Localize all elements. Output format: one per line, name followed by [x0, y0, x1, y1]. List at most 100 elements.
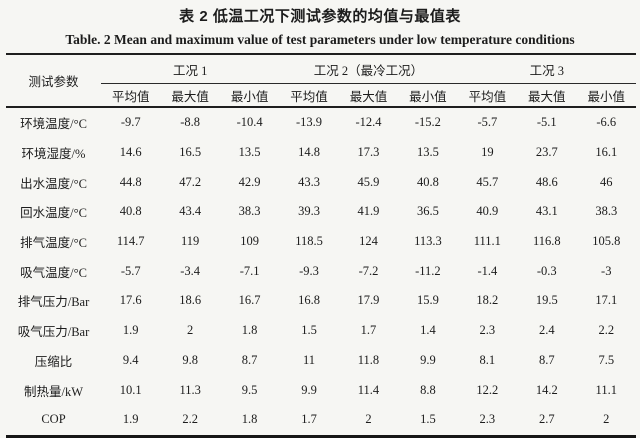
value-cell: 2.3	[479, 412, 496, 427]
value-cell: 119	[181, 234, 200, 249]
value-cell: 15.9	[416, 293, 439, 308]
table-row: 压缩比 9.4 9.8 8.7 11 11.8 9.9 8.1 8.7 7.5	[6, 346, 636, 376]
value-cell: 2.3	[479, 323, 496, 338]
value-cell: 18.6	[179, 293, 202, 308]
value-cell: 2	[365, 412, 372, 427]
value-cell: 40.8	[416, 174, 439, 189]
table-title-english: Table. 2 Mean and maximum value of test …	[65, 32, 575, 47]
value-cell: 2	[187, 323, 194, 338]
value-cell: 8.1	[479, 352, 496, 367]
table-row: 环境温度/°C -9.7 -8.8 -10.4 -13.9 -12.4 -15.2 -5.7 -…	[6, 107, 636, 138]
value-cell: 11	[303, 352, 316, 367]
value-cell: 2.4	[538, 323, 555, 338]
table-row: 吸气温度/°C -5.7 -3.4 -7.1 -9.3 -7.2 -11.2 -1.4 -0.3…	[6, 256, 636, 286]
value-cell: 114.7	[116, 234, 145, 249]
value-cell: 2	[603, 412, 610, 427]
value-cell: 19	[481, 145, 494, 160]
row-label: 压缩比	[34, 354, 73, 369]
row-label: 回水温度/°C	[20, 206, 87, 221]
group-header-row: 测试参数 工况 1 工况 2（最冷工况） 工况 3	[6, 54, 636, 108]
value-cell: 17.6	[119, 293, 142, 308]
value-cell: 43.3	[298, 174, 320, 189]
value-cell: 11.8	[357, 352, 380, 367]
subheader-min-g1: 最小值	[219, 83, 280, 108]
value-cell: 16.7	[238, 293, 261, 308]
value-cell: 11.4	[357, 382, 380, 397]
value-cell: -5.1	[536, 115, 557, 130]
value-cell: 13.5	[416, 145, 439, 160]
value-cell: 40.8	[119, 204, 142, 219]
value-cell: 7.5	[598, 352, 615, 367]
value-cell: -1.4	[477, 263, 498, 278]
group-header-condition-2: 工况 2（最冷工况）	[279, 54, 458, 84]
table-row: COP 1.9 2.2 1.8 1.7 2 1.5 2.3 2.7 2	[6, 405, 636, 436]
table-row: 吸气压力/Bar 1.9 2 1.8 1.5 1.7 1.4 2.3 2.4 2.2	[6, 316, 636, 346]
row-label: 制热量/kW	[23, 384, 84, 399]
subheader-max-g2: 最大值	[338, 83, 399, 108]
table-row: 回水温度/°C 40.8 43.4 38.3 39.3 41.9 36.5 40.9 43.1 3…	[6, 197, 636, 227]
value-cell: 1.9	[122, 323, 139, 338]
value-cell: -3	[601, 263, 612, 278]
value-cell: 9.9	[301, 382, 317, 397]
value-cell: 124	[359, 234, 378, 249]
test-parameters-table: 测试参数 工况 1 工况 2（最冷工况） 工况 3 平均值 最大值 最小值 平均值 最大…	[6, 53, 636, 438]
value-cell: 10.1	[119, 382, 142, 397]
row-label: 环境温度/°C	[20, 117, 87, 132]
value-cell: 1.4	[420, 323, 436, 338]
value-cell: 43.4	[179, 204, 202, 219]
value-cell: 1.9	[122, 412, 139, 427]
value-cell: 17.1	[595, 293, 618, 308]
value-cell: 1.8	[241, 412, 258, 427]
value-cell: 44.8	[119, 174, 142, 189]
value-cell: 39.3	[298, 204, 320, 219]
value-cell: 45.7	[476, 174, 499, 189]
table-body: 环境温度/°C -9.7 -8.8 -10.4 -13.9 -12.4 -15.2 -5.7 -…	[6, 107, 636, 436]
value-cell: -7.2	[358, 263, 379, 278]
value-cell: 43.1	[535, 204, 558, 219]
row-label: COP	[41, 412, 66, 427]
value-cell: -3.4	[180, 263, 201, 278]
row-label: 出水温度/°C	[20, 176, 87, 191]
value-cell: 8.7	[538, 352, 555, 367]
subheader-mean-g2: 平均值	[279, 83, 339, 108]
subheader-max-g1: 最大值	[160, 83, 220, 108]
subheader-max-g3: 最大值	[517, 83, 577, 108]
value-cell: -0.3	[536, 263, 557, 278]
value-cell: 14.6	[119, 145, 142, 160]
value-cell: 38.3	[595, 204, 618, 219]
value-cell: 8.7	[241, 352, 258, 367]
value-cell: 11.3	[179, 382, 201, 397]
row-label: 吸气温度/°C	[20, 265, 87, 280]
value-cell: 48.6	[535, 174, 558, 189]
value-cell: 116.8	[532, 234, 561, 249]
table-row: 环境湿度/% 14.6 16.5 13.5 14.8 17.3 13.5 19 23.7 16.1	[6, 138, 636, 168]
value-cell: -5.7	[120, 263, 141, 278]
value-cell: -6.6	[596, 115, 617, 130]
value-cell: 111.1	[473, 234, 501, 249]
value-cell: 47.2	[179, 174, 202, 189]
table-row: 排气压力/Bar 17.6 18.6 16.7 16.8 17.9 15.9 18.2 19.5…	[6, 286, 636, 316]
value-cell: 109	[240, 234, 259, 249]
value-cell: 9.5	[241, 382, 258, 397]
value-cell: 1.7	[301, 412, 317, 427]
subheader-mean-g3: 平均值	[457, 83, 518, 108]
value-cell: -9.3	[299, 263, 319, 278]
value-cell: 113.3	[414, 234, 442, 249]
value-cell: 2.2	[182, 412, 198, 427]
value-cell: 1.8	[241, 323, 258, 338]
value-cell: -13.9	[296, 115, 323, 130]
value-cell: 8.8	[420, 382, 436, 397]
value-cell: 118.5	[295, 234, 323, 249]
value-cell: 11.1	[595, 382, 617, 397]
value-cell: 14.8	[298, 145, 320, 160]
value-cell: 17.3	[357, 145, 380, 160]
value-cell: 16.8	[298, 293, 320, 308]
group-header-condition-1: 工况 1	[101, 54, 280, 84]
value-cell: 9.4	[122, 352, 139, 367]
value-cell: 40.9	[476, 204, 499, 219]
group-header-condition-3: 工况 3	[457, 54, 636, 84]
value-cell: 19.5	[535, 293, 558, 308]
value-cell: 1.5	[420, 412, 436, 427]
value-cell: 23.7	[535, 145, 558, 160]
